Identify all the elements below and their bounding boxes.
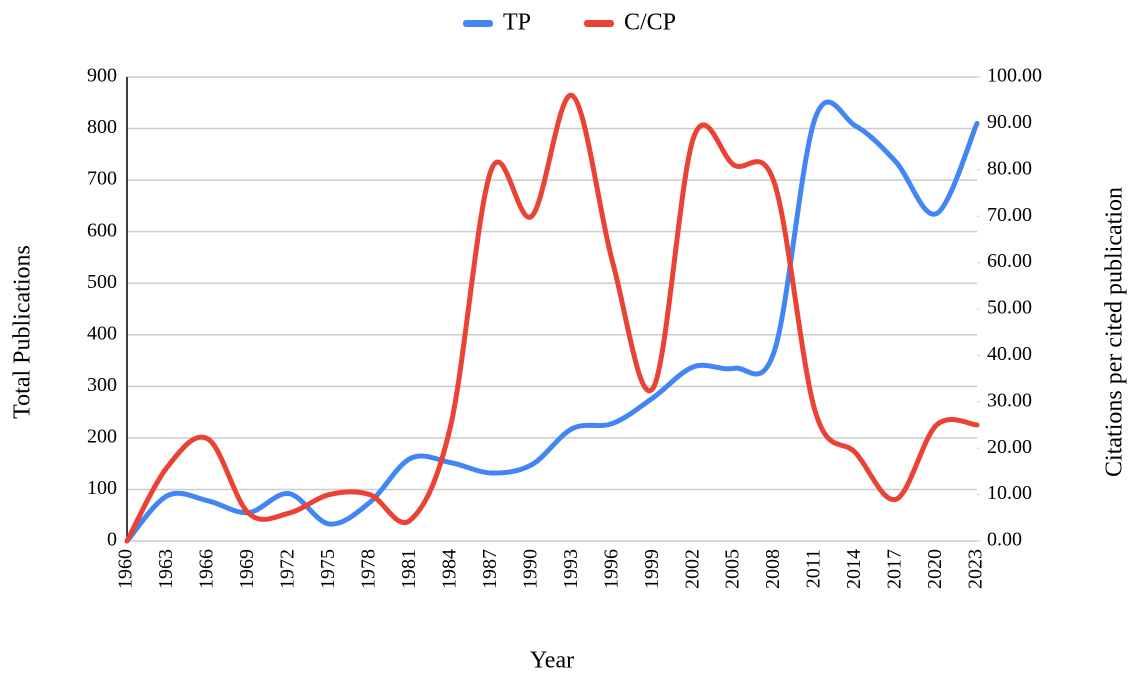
y-tick-label: 100	[87, 477, 117, 499]
legend-swatch	[584, 20, 614, 27]
x-tick-label: 1960	[115, 549, 137, 589]
x-tick-label: 1966	[196, 549, 218, 589]
x-tick-label: 2008	[762, 549, 784, 589]
y-tick-label: 0	[107, 529, 117, 551]
series-line	[124, 99, 980, 544]
y-tick-label: 300	[87, 374, 117, 396]
x-tick-label: 2014	[843, 549, 865, 589]
y-tick-label: 400	[87, 322, 117, 344]
x-tick-label: 1987	[479, 549, 501, 589]
x-tick-label: 1978	[357, 549, 379, 589]
y2-tick-label: 30.00	[987, 389, 1032, 411]
y-tick-label: 600	[87, 219, 117, 241]
x-tick-label: 2017	[884, 549, 906, 589]
x-tick-label: 1981	[398, 549, 420, 589]
y-tick-label: 900	[87, 65, 117, 87]
y-axis-title: Total Publications	[10, 245, 36, 419]
y-tick-label: 700	[87, 168, 117, 190]
y-tick-label: 500	[87, 271, 117, 293]
x-tick-label: 1963	[155, 549, 177, 589]
x-tick-label: 1969	[236, 549, 258, 589]
x-tick-label: 2020	[924, 549, 946, 589]
x-tick-label: 2002	[681, 549, 703, 589]
x-tick-label: 1996	[600, 549, 622, 589]
y-tick-label: 200	[87, 425, 117, 447]
y2-tick-label: 100.00	[987, 65, 1042, 87]
y-tick-label: 800	[87, 116, 117, 138]
x-tick-label: 1984	[438, 549, 460, 589]
y2-tick-label: 80.00	[987, 157, 1032, 179]
y2-tick-label: 40.00	[987, 343, 1032, 365]
y2-tick-label: 10.00	[987, 482, 1032, 504]
x-tick-label: 1990	[519, 549, 541, 589]
x-tick-label: 2005	[722, 549, 744, 589]
x-tick-label: 1975	[317, 549, 339, 589]
y2-axis-title: Citations per cited publication	[1102, 187, 1128, 477]
y2-tick-label: 60.00	[987, 250, 1032, 272]
y2-tick-label: 90.00	[987, 111, 1032, 133]
legend-swatch	[463, 20, 493, 27]
y2-tick-label: 70.00	[987, 204, 1032, 226]
x-tick-label: 1999	[641, 549, 663, 589]
x-tick-label: 1972	[276, 549, 298, 589]
series-line	[124, 93, 980, 544]
legend-label: C/CP	[624, 10, 676, 36]
y2-tick-label: 20.00	[987, 436, 1032, 458]
legend-label: TP	[503, 10, 531, 36]
x-axis-title: Year	[530, 648, 574, 674]
x-tick-label: 2023	[965, 549, 987, 589]
y2-tick-label: 0.00	[987, 529, 1022, 551]
y2-tick-label: 50.00	[987, 297, 1032, 319]
x-tick-label: 2011	[803, 549, 825, 588]
x-tick-label: 1993	[560, 549, 582, 589]
